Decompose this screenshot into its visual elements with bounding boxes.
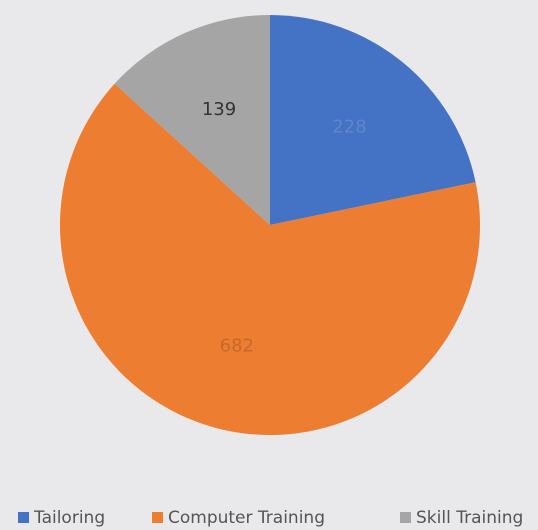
data-label: 139 bbox=[202, 99, 236, 120]
legend-label: Tailoring bbox=[33, 508, 105, 528]
legend-swatch bbox=[18, 512, 29, 523]
data-label: 682 bbox=[220, 336, 254, 357]
legend-swatch bbox=[152, 512, 163, 523]
legend-label: Skill Training bbox=[416, 508, 523, 528]
legend-label: Computer Training bbox=[168, 508, 325, 528]
data-label: 228 bbox=[332, 116, 366, 137]
page: 228 682 139 Tailoring Computer Training Skill… bbox=[0, 0, 538, 530]
chart: 228 682 139 Tailoring Computer Training Skill… bbox=[0, 0, 538, 530]
legend-swatch bbox=[400, 512, 411, 523]
